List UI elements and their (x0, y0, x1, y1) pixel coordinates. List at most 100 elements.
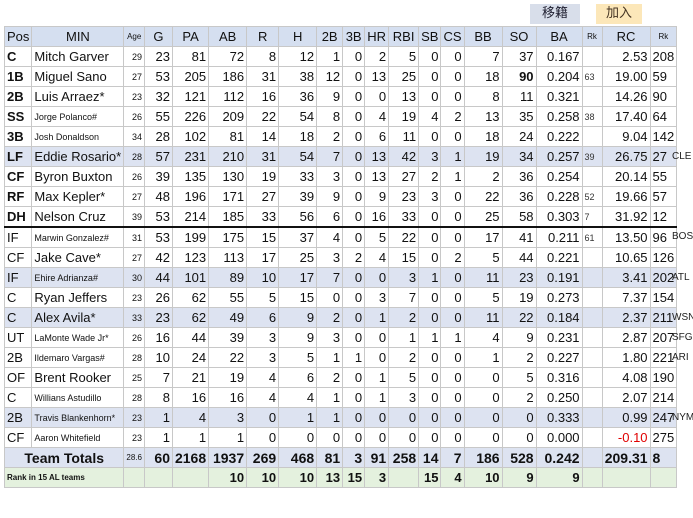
player-row[interactable]: C Mitch Garver 29 23 81 72 8 12 1 0 2 5 0 0 7 37 0.167 2.… (3, 46, 678, 67)
stat-rc: 20.14 (601, 166, 651, 187)
player-name[interactable]: Eddie Rosario* (31, 146, 125, 167)
player-name[interactable]: Ryan Jeffers (31, 287, 125, 308)
stat-g: 57 (143, 146, 173, 167)
column-header[interactable]: SO (501, 26, 537, 47)
player-row[interactable]: C Ryan Jeffers 23 26 62 55 5 15 0 0 3 7 0 0 5 19 0.273 7.… (3, 287, 678, 308)
column-header[interactable]: R (246, 26, 280, 47)
player-position: CF (3, 247, 33, 268)
column-header[interactable]: Rk (581, 26, 603, 47)
player-row[interactable]: 1B Miguel Sano 27 53 205 186 31 38 12 0 13 25 0 0 18 90… (3, 66, 678, 87)
stat-h: 33 (278, 166, 318, 187)
column-header[interactable]: Rk (649, 26, 678, 47)
player-name[interactable]: Luis Arraez* (31, 86, 125, 107)
player-row[interactable]: IF Ehire Adrianza# 30 44 101 89 10 17 7 0 0 3 1 0 11 23… (3, 267, 678, 288)
stat-t: 0 (342, 146, 366, 167)
column-header[interactable]: Age (123, 26, 145, 47)
player-name[interactable]: Miguel Sano (31, 66, 125, 87)
column-header[interactable]: Pos (3, 26, 33, 47)
column-header[interactable]: H (278, 26, 318, 47)
rank-ab: 10 (208, 467, 248, 488)
stat-ab: 19 (208, 367, 248, 388)
player-row[interactable]: SS Jorge Polanco# 26 55 226 209 22 54 8 0 4 19 4 2 13 3… (3, 106, 678, 127)
player-name[interactable]: Marwin Gonzalez# (31, 226, 125, 248)
stat-h: 12 (278, 46, 318, 67)
stat-d: 0 (316, 287, 344, 308)
stat-cs: 2 (440, 106, 465, 127)
stat-r: 3 (246, 327, 280, 348)
player-name[interactable]: Willians Astudillo (31, 387, 125, 408)
stat-bb: 11 (463, 267, 503, 288)
player-row[interactable]: 3B Josh Donaldson 34 28 102 81 14 18 2 0 6 11 0 0 18 24… (3, 126, 678, 147)
join-button[interactable]: 加入 (596, 4, 642, 24)
column-header[interactable]: MIN (31, 26, 125, 47)
player-row[interactable]: DH Nelson Cruz 39 53 214 185 33 56 6 0 16 33 0 0 25 58 0… (3, 206, 678, 228)
stat-ba: 0.254 (535, 166, 583, 187)
player-row[interactable]: 2B Luis Arraez* 23 32 121 112 16 36 9 0 0 13 0 0 8 11 0.… (3, 86, 678, 107)
player-name[interactable]: LaMonte Wade Jr* (31, 327, 125, 348)
team-tag: ATL (672, 271, 690, 283)
column-header[interactable]: BA (535, 26, 583, 47)
column-header[interactable]: HR (364, 26, 390, 47)
player-row[interactable]: IF Marwin Gonzalez# 31 53 199 175 15 37 4 0 5 22 0 0 1… (3, 226, 678, 248)
player-name[interactable]: Brent Rooker (31, 367, 125, 388)
player-row[interactable]: C Willians Astudillo 28 8 16 16 4 4 1 0 1 3 0 0 0 2 0.25… (3, 387, 678, 408)
player-row[interactable]: CF Jake Cave* 27 42 123 113 17 25 3 2 4 15 0 2 5 44 0.22… (3, 247, 678, 268)
player-row[interactable]: LF Eddie Rosario* 28 57 231 210 31 54 7 0 13 42 3 1 19… (3, 146, 678, 167)
column-header[interactable]: 2B (316, 26, 344, 47)
player-name[interactable]: Aaron Whitefield (31, 427, 125, 448)
player-name[interactable]: Mitch Garver (31, 46, 125, 67)
player-row[interactable]: UT LaMonte Wade Jr* 26 16 44 39 3 9 3 0 0 1 1 1 4 9 0.23… (3, 327, 678, 348)
stat-ab: 112 (208, 86, 248, 107)
stat-cs: 0 (440, 307, 465, 328)
column-header[interactable]: SB (418, 26, 442, 47)
player-position: 3B (3, 126, 33, 147)
ba-rank (581, 247, 603, 268)
column-header[interactable]: PA (171, 26, 210, 47)
player-row[interactable]: 2B Travis Blankenhorn* 23 1 4 3 0 1 1 0 0 0 0 0 0 0 0.33… (3, 407, 678, 428)
stat-r: 4 (246, 367, 280, 388)
column-header[interactable]: RC (601, 26, 651, 47)
player-row[interactable]: RF Max Kepler* 27 48 196 171 27 39 9 0 9 23 3 0 22 36 0.… (3, 186, 678, 207)
player-name[interactable]: Travis Blankenhorn* (31, 407, 125, 428)
player-name[interactable]: Josh Donaldson (31, 126, 125, 147)
stat-bb: 8 (463, 86, 503, 107)
player-row[interactable]: OF Brent Rooker 25 7 21 19 4 6 2 0 1 5 0 0 0 5 0.316 4.08… (3, 367, 678, 388)
stat-bb: 19 (463, 146, 503, 167)
stat-r: 5 (246, 287, 280, 308)
totals-ba-rank (581, 447, 603, 468)
player-row[interactable]: CF Aaron Whitefield 23 1 1 1 0 0 0 0 0 0 0 0 0 0 0.000 -0… (3, 427, 678, 448)
player-age: 33 (123, 307, 145, 328)
column-header[interactable]: 3B (342, 26, 366, 47)
ba-rank: 7 (581, 206, 603, 228)
player-row[interactable]: CF Byron Buxton 26 39 135 130 19 33 3 0 13 27 2 1 2 36 0… (3, 166, 678, 187)
player-name[interactable]: Ildemaro Vargas# (31, 347, 125, 368)
column-header[interactable]: G (143, 26, 173, 47)
stat-ab: 1 (208, 427, 248, 448)
stat-ab: 55 (208, 287, 248, 308)
rank-r: 10 (246, 467, 280, 488)
rc-rank: 247 (649, 407, 678, 428)
player-name[interactable]: Jorge Polanco# (31, 106, 125, 127)
player-position: 2B (3, 86, 33, 107)
totals-r: 269 (246, 447, 280, 468)
player-name[interactable]: Nelson Cruz (31, 206, 125, 228)
column-header[interactable]: BB (463, 26, 503, 47)
stat-d: 6 (316, 206, 344, 228)
column-header[interactable]: AB (208, 26, 248, 47)
totals-rbi: 258 (388, 447, 420, 468)
player-name[interactable]: Jake Cave* (31, 247, 125, 268)
rc-rank: 64 (649, 106, 678, 127)
stat-t: 0 (342, 86, 366, 107)
player-name[interactable]: Ehire Adrianza# (31, 267, 125, 288)
player-position: DH (3, 206, 33, 228)
player-name[interactable]: Max Kepler* (31, 186, 125, 207)
player-name[interactable]: Byron Buxton (31, 166, 125, 187)
column-header[interactable]: CS (440, 26, 465, 47)
column-header[interactable]: RBI (388, 26, 420, 47)
ba-rank (581, 287, 603, 308)
player-name[interactable]: Alex Avila* (31, 307, 125, 328)
transfer-button[interactable]: 移籍 (530, 4, 580, 24)
stat-h: 37 (278, 226, 318, 248)
player-row[interactable]: C Alex Avila* 33 23 62 49 6 9 2 0 1 2 0 0 11 22 0.184 2.3… (3, 307, 678, 328)
player-row[interactable]: 2B Ildemaro Vargas# 28 10 24 22 3 5 1 1 0 2 0 0 1 2 0.22… (3, 347, 678, 368)
